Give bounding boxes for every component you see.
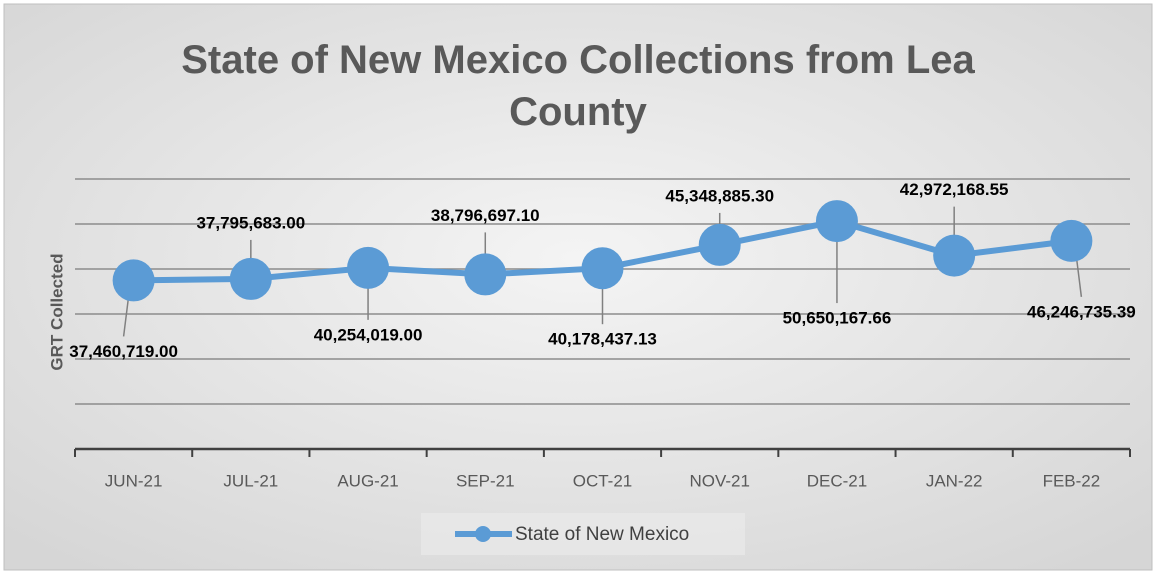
data-label: 46,246,735.39 — [1027, 302, 1136, 321]
data-point — [1050, 219, 1093, 262]
data-label: 45,348,885.30 — [665, 186, 774, 205]
x-tick-label: AUG-21 — [337, 471, 398, 490]
data-point — [815, 200, 858, 243]
data-label: 42,972,168.55 — [900, 180, 1009, 199]
data-point — [229, 257, 272, 300]
x-tick-label: OCT-21 — [573, 471, 633, 490]
chart-title: State of New Mexico Collections from Lea… — [181, 38, 975, 134]
x-tick-label: JUL-21 — [223, 471, 278, 490]
data-label: 38,796,697.10 — [431, 206, 540, 225]
data-label: 37,460,719.00 — [69, 342, 178, 361]
y-axis-label: GRT Collected — [47, 253, 66, 370]
data-label: 40,254,019.00 — [314, 325, 423, 344]
data-point — [581, 247, 624, 290]
data-point — [347, 246, 390, 289]
data-point — [698, 223, 741, 266]
x-tick-label: SEP-21 — [456, 471, 515, 490]
data-label: 50,650,167.66 — [783, 309, 892, 328]
background — [3, 3, 1153, 571]
data-label: 37,795,683.00 — [196, 213, 305, 232]
data-point — [112, 259, 155, 302]
x-tick-label: JUN-21 — [105, 471, 163, 490]
legend-label: State of New Mexico — [515, 524, 689, 545]
legend-marker — [475, 526, 491, 542]
x-tick-label: NOV-21 — [689, 471, 749, 490]
data-point — [464, 253, 507, 296]
x-tick-label: DEC-21 — [807, 471, 867, 490]
data-label: 40,178,437.13 — [548, 330, 657, 349]
data-point — [933, 234, 976, 277]
x-tick-label: FEB-22 — [1043, 471, 1101, 490]
x-tick-label: JAN-22 — [926, 471, 983, 490]
